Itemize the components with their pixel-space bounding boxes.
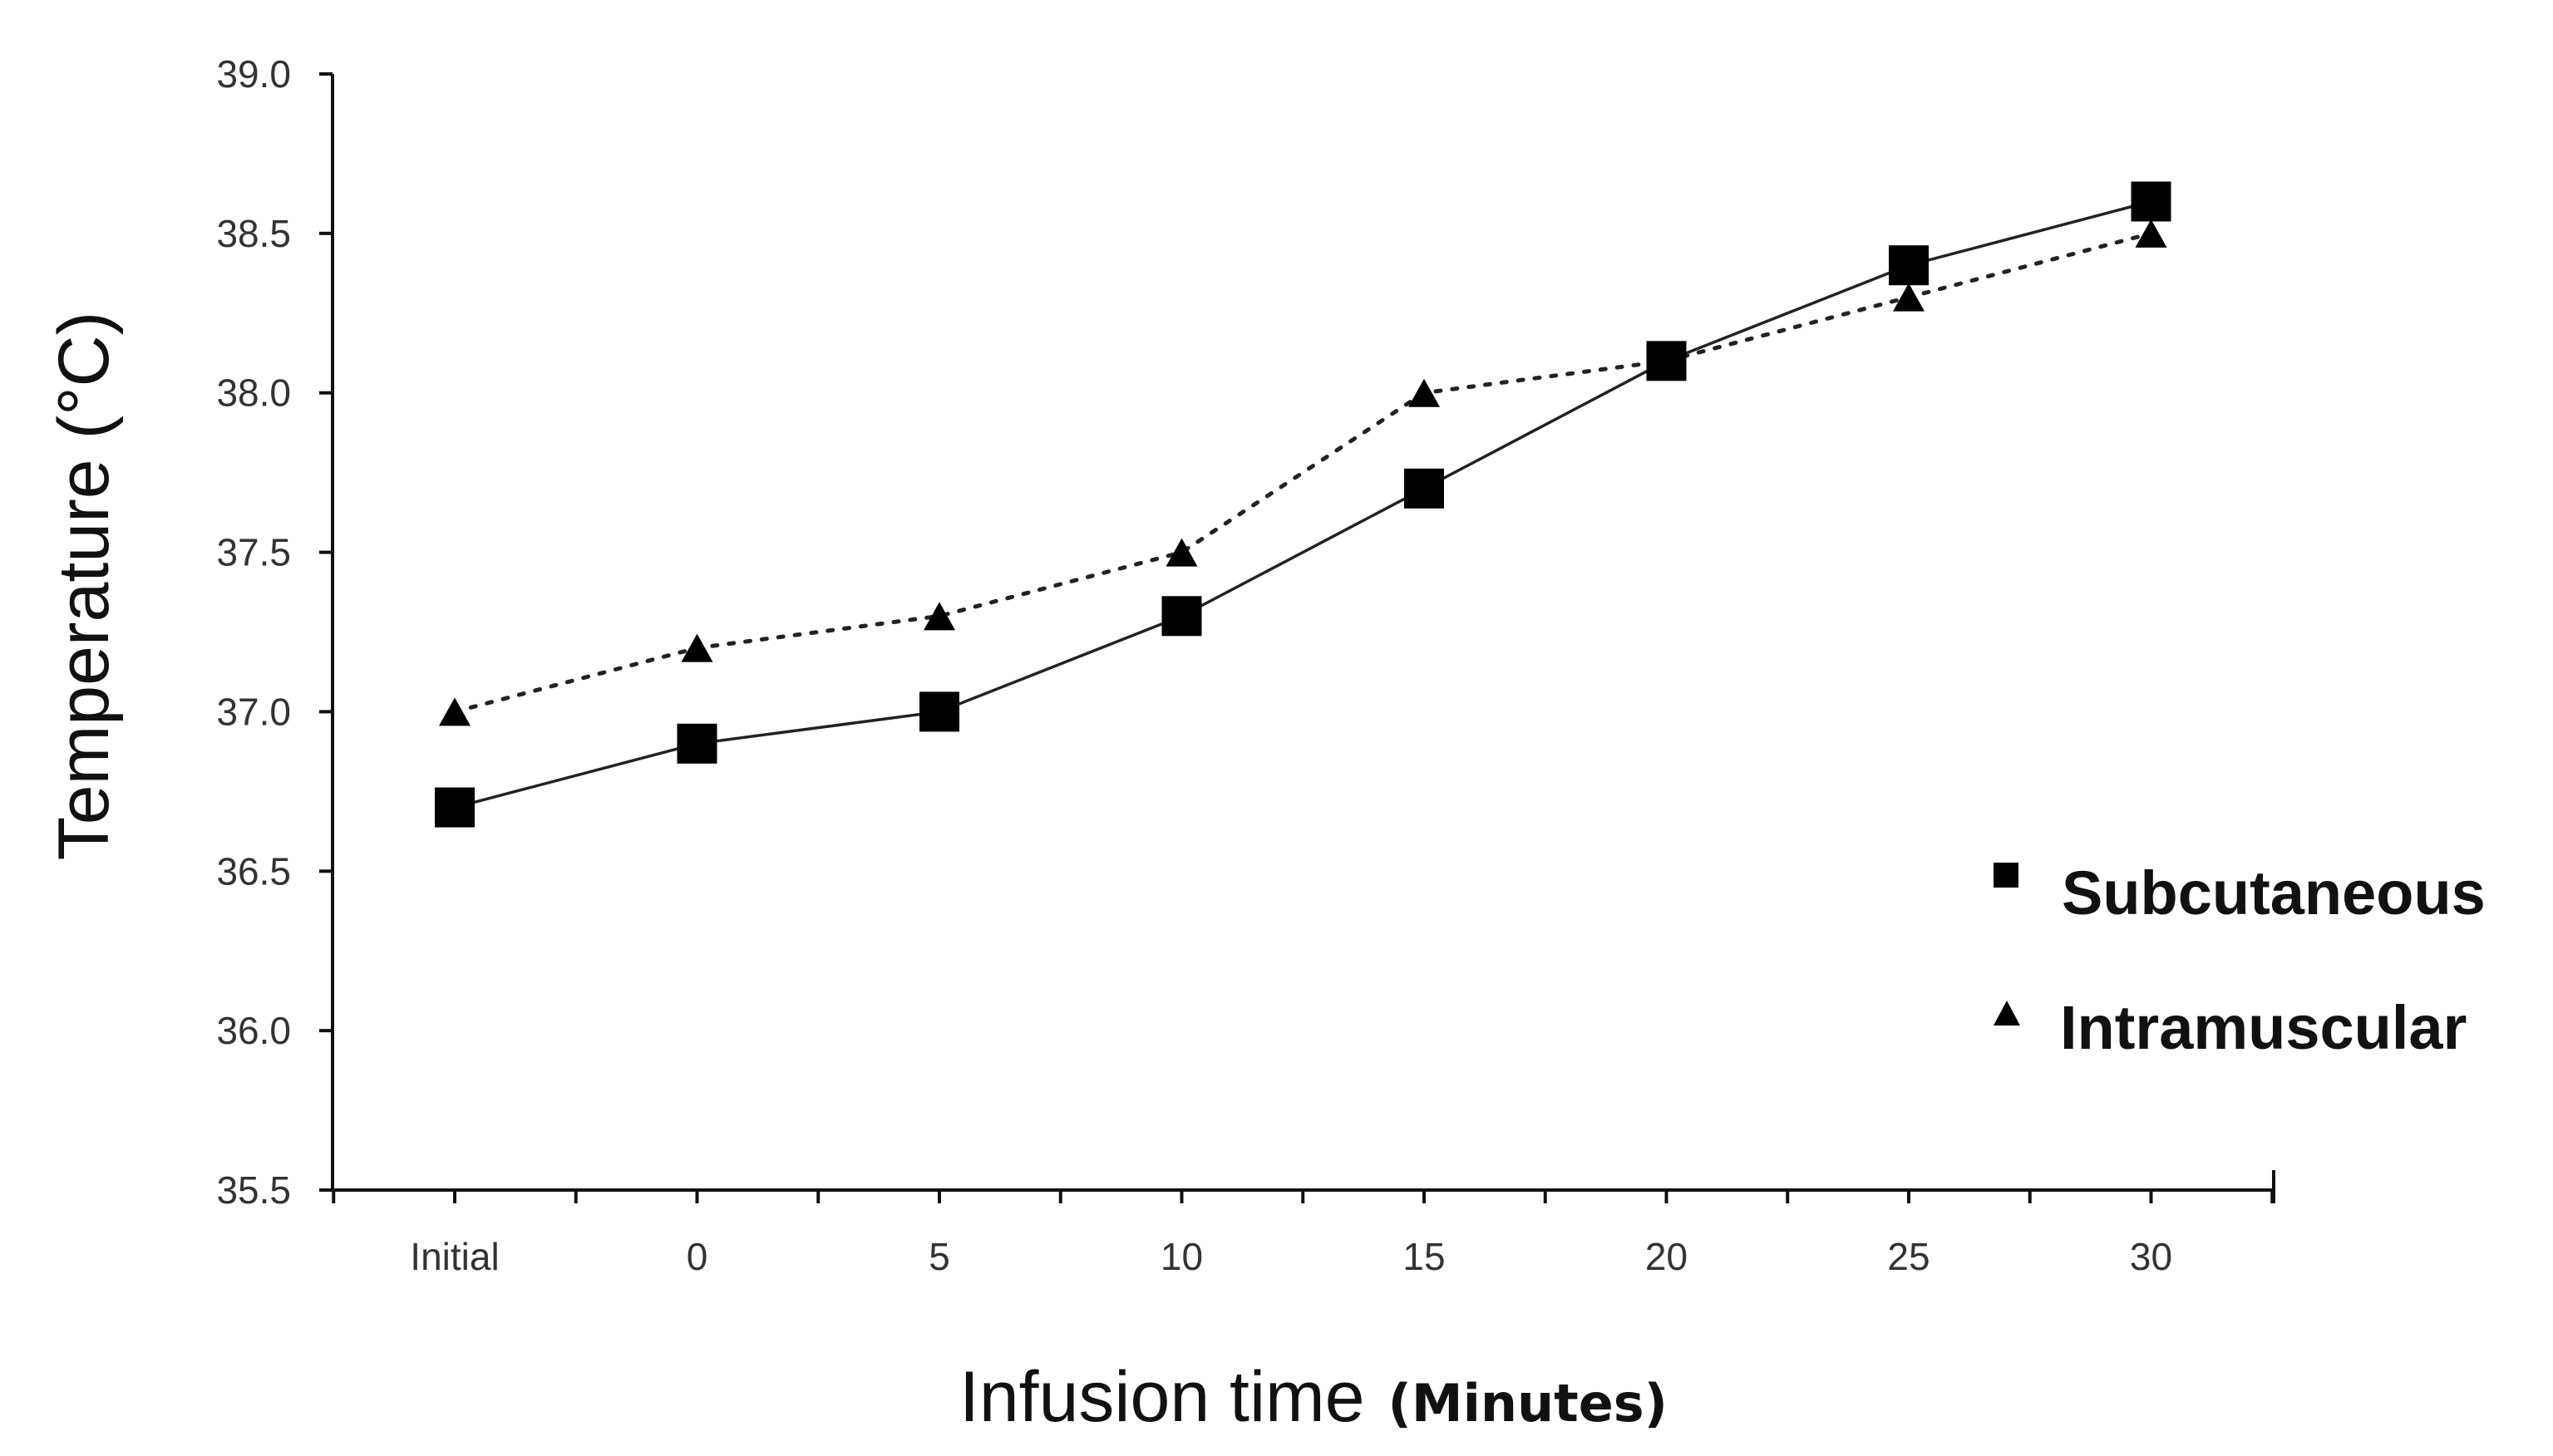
- legend-marker-subcutaneous: [1994, 863, 2018, 888]
- point-subcutaneous-0: [435, 787, 475, 828]
- x-axis-label-unit: (Minutes): [1388, 1373, 1668, 1434]
- point-intramuscular-0: [439, 697, 471, 726]
- point-intramuscular-6: [1893, 283, 1925, 312]
- point-subcutaneous-3: [1161, 596, 1202, 637]
- legend-label-intramuscular: Intramuscular: [2060, 993, 2467, 1062]
- x-tick-label-4: 15: [1402, 1235, 1445, 1278]
- x-tick-label-3: 10: [1161, 1235, 1203, 1278]
- y-axis-label: Temperature (°C): [44, 312, 124, 860]
- x-axis-label-main: Infusion time: [959, 1357, 1365, 1437]
- series-line-subcutaneous: [454, 199, 2151, 809]
- series-markers: [435, 181, 2171, 828]
- x-tick-label-5: 20: [1645, 1235, 1688, 1278]
- y-tick-label-3: 37.0: [216, 690, 291, 733]
- point-intramuscular-5: [1650, 347, 1683, 376]
- legend-marker-intramuscular: [1994, 1001, 2020, 1026]
- legend-label-subcutaneous: Subcutaneous: [2062, 858, 2486, 927]
- x-tick-label-7: 30: [2130, 1235, 2172, 1278]
- point-intramuscular-3: [1166, 538, 1198, 567]
- point-subcutaneous-2: [919, 691, 959, 732]
- y-tick-label-4: 37.5: [216, 531, 291, 574]
- y-tick-label-6: 38.5: [216, 212, 291, 255]
- y-tick-label-0: 35.5: [216, 1168, 291, 1212]
- y-tick-label-1: 36.0: [216, 1009, 291, 1052]
- point-subcutaneous-7: [2131, 181, 2171, 222]
- y-tick-label-5: 38.0: [216, 371, 291, 415]
- point-intramuscular-4: [1408, 378, 1440, 407]
- x-tick-label-2: 5: [929, 1235, 950, 1278]
- point-subcutaneous-6: [1889, 245, 1929, 286]
- tick-labels: 35.5 36.0 36.5 37.0 37.5 38.0 38.5 39.0 Initial 0…: [216, 52, 2172, 1278]
- point-intramuscular-2: [924, 602, 955, 631]
- y-tick-label-2: 36.5: [216, 849, 291, 893]
- y-tick-label-7: 39.0: [216, 52, 291, 96]
- point-intramuscular-7: [2135, 219, 2167, 248]
- x-tick-label-1: 0: [687, 1235, 708, 1278]
- point-subcutaneous-4: [1404, 468, 1444, 509]
- axes: [319, 72, 2275, 1203]
- x-axis-label: Infusion time (Minutes): [959, 1357, 1668, 1437]
- point-intramuscular-1: [681, 633, 713, 662]
- series-lines: [452, 199, 2153, 809]
- point-subcutaneous-1: [677, 723, 717, 764]
- x-tick-label-6: 25: [1887, 1235, 1930, 1278]
- legend: Subcutaneous Intramuscular: [1994, 858, 2486, 1062]
- x-tick-label-0: Initial: [410, 1235, 499, 1278]
